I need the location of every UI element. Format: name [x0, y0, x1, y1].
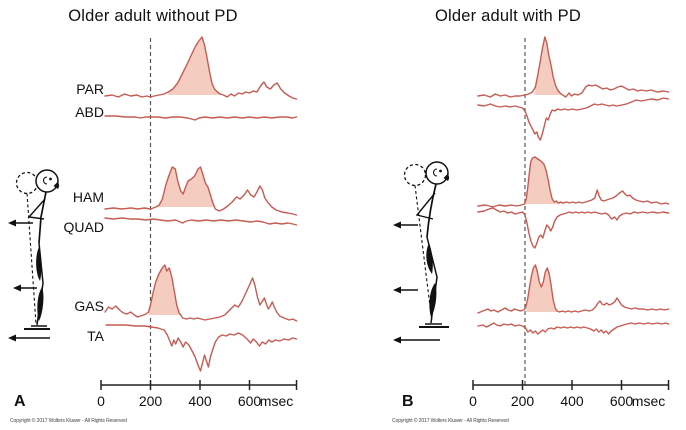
muscle-label-ham: HAM	[72, 189, 104, 205]
head	[35, 169, 59, 193]
arm-lines	[415, 192, 436, 220]
eye-dot	[439, 169, 442, 173]
ear-mark	[42, 176, 48, 185]
hip-arrow-icon	[8, 219, 33, 227]
copyright-notice-a: Copyright © 2017 Wolters Kluwer - All Ri…	[10, 418, 127, 424]
hair-mark	[443, 174, 450, 181]
initial-head-outline	[15, 171, 39, 195]
arm-lines	[27, 198, 46, 220]
calf-muscle-shape	[37, 287, 44, 321]
torso-line	[426, 183, 437, 238]
svg-text:msec: msec	[260, 393, 293, 409]
svg-text:200: 200	[139, 393, 163, 409]
muscle-label-gas: GAS	[74, 298, 104, 314]
svg-text:600: 600	[610, 393, 634, 409]
thigh-muscle-shape	[36, 247, 42, 281]
calf-muscle-shape	[429, 283, 437, 317]
thigh-muscle-shape	[426, 243, 433, 274]
svg-text:0: 0	[469, 393, 477, 409]
head	[425, 161, 449, 185]
initial-head-outline	[403, 163, 427, 187]
copyright-notice-b: Copyright © 2017 Wolters Kluwer - All Ri…	[392, 418, 509, 424]
panel-a-letter: A	[14, 393, 26, 410]
eye-dot	[49, 177, 52, 181]
svg-text:600: 600	[238, 393, 262, 409]
svg-text:msec: msec	[632, 393, 665, 409]
stick-figure-sway-without-pd-icon	[8, 169, 60, 342]
knee-arrow-icon	[13, 284, 37, 292]
panel-a-title: Older adult without PD	[68, 7, 238, 25]
muscle-label-par: PAR	[76, 81, 104, 97]
initial-body-line	[414, 185, 433, 323]
panel-b-title: Older adult with PD	[435, 7, 581, 25]
svg-text:200: 200	[511, 393, 535, 409]
muscle-label-quad: QUAD	[63, 219, 104, 235]
stick-figure-sway-with-pd-icon	[393, 161, 450, 344]
svg-text:400: 400	[560, 393, 584, 409]
svg-text:0: 0	[97, 393, 105, 409]
ear-mark	[432, 168, 438, 177]
panel-b-letter: B	[402, 393, 414, 410]
hip-arrow-icon	[393, 221, 418, 229]
knee-arrow-icon	[393, 286, 418, 294]
muscle-label-abd: ABD	[75, 104, 104, 120]
muscle-label-ta: TA	[87, 328, 104, 344]
initial-body-line	[26, 193, 37, 325]
platform-arrow-icon	[393, 336, 440, 344]
hair-mark	[53, 182, 60, 189]
platform-arrow-icon	[8, 334, 50, 342]
svg-text:400: 400	[188, 393, 212, 409]
